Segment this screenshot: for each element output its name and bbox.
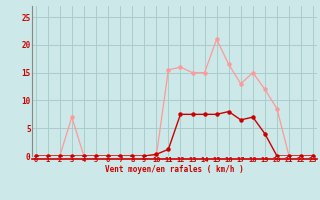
X-axis label: Vent moyen/en rafales ( km/h ): Vent moyen/en rafales ( km/h ): [105, 165, 244, 174]
